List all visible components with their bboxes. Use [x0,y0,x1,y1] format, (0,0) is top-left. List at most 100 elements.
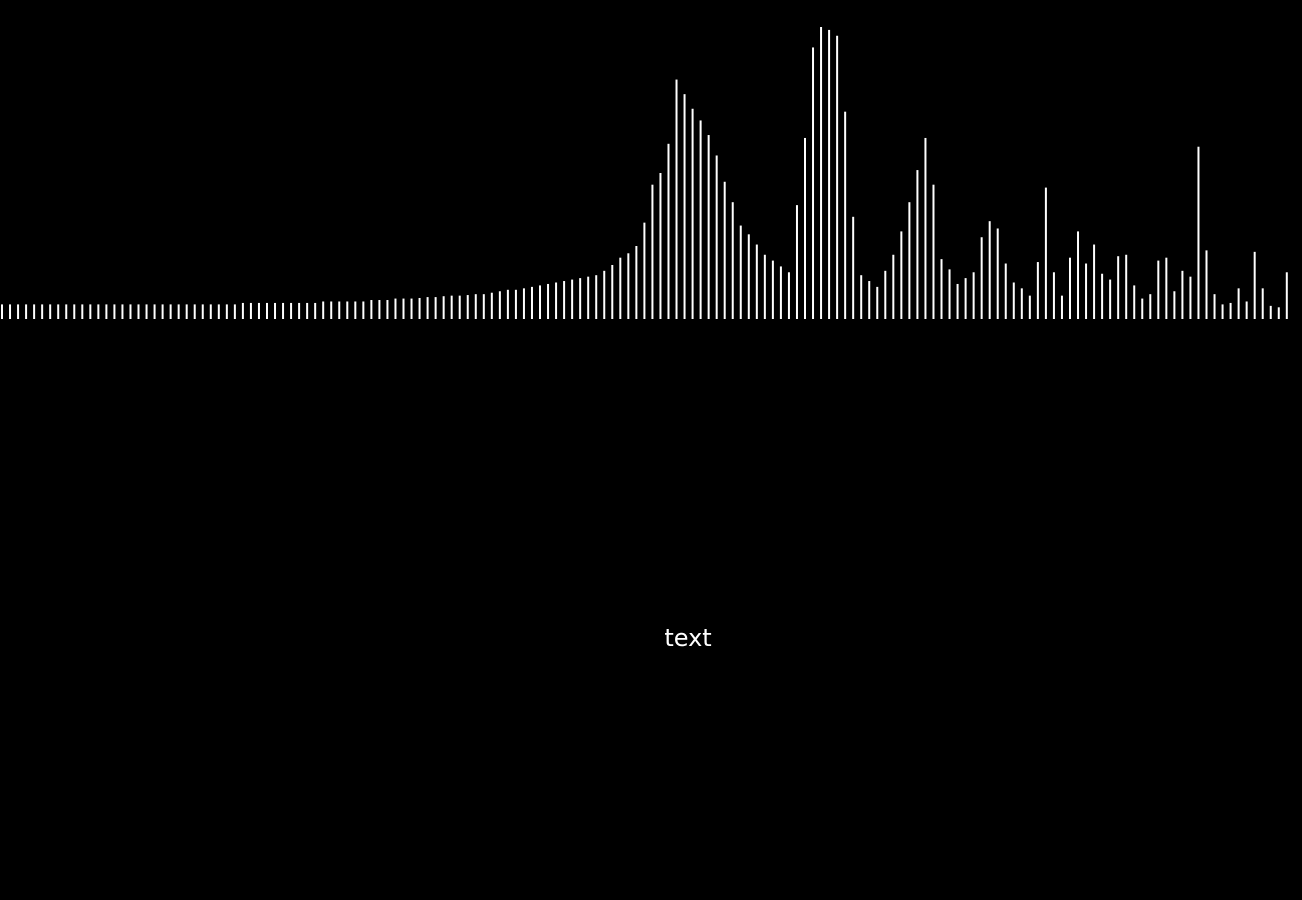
visualizer-bar [691,108,694,319]
visualizer-bar [1269,305,1272,319]
visualizer-bar [233,304,236,319]
visualizer-bar [33,304,36,319]
visualizer-bar [1157,260,1160,319]
visualizer-bar [1189,276,1192,319]
visualizer-bar [1277,307,1280,319]
visualizer-bar [539,285,542,319]
visualizer-bar [1004,263,1007,319]
visualizer-bar [298,302,301,319]
visualizer-bar [988,221,991,319]
visualizer-bar [394,298,397,319]
visualizer-bar [779,266,782,319]
visualizer-bar [458,295,461,319]
visualizer-bar [812,47,815,319]
visualizer-bar [145,304,148,319]
visualizer-bar [876,286,879,319]
caption-container: text [0,624,1302,652]
visualizer-bar [290,302,293,319]
visualizer-bar [619,257,622,319]
visualizer-bar [860,275,863,319]
visualizer-bar [370,300,373,319]
visualizer-bar [450,295,453,319]
visualizer-bar [932,184,935,319]
visualizer-bar [771,260,774,319]
visualizer-bar [17,304,20,319]
visualizer-bar [1012,282,1015,319]
visualizer-bar [282,302,285,319]
visualizer-bar [699,120,702,319]
visualizer-bar [603,270,606,319]
visualizer-bar [820,27,823,319]
visualizer-bar [1028,295,1031,319]
visualizer-bar [836,35,839,319]
visualizer-bar [1285,272,1288,319]
visualizer-bar [466,295,469,319]
visualizer-bar [844,111,847,320]
visualizer-bar [506,289,509,319]
visualizer-bar [1237,288,1240,319]
visualizer-bar [274,302,277,319]
visualizer-bar [209,304,212,319]
visualizer-bar [571,279,574,319]
visualizer-bar [1149,294,1152,319]
visualizer-bar [378,300,381,319]
visualizer-bar [563,281,566,319]
visualizer-bar [217,304,220,319]
visualizer-bar [755,244,758,319]
visualizer-bar [1117,256,1120,319]
visualizer-bar [1036,262,1039,319]
visualizer-bar [635,246,638,319]
visualizer-bar [996,228,999,319]
visualizer-bar [89,304,92,319]
visualizer-bar [1020,288,1023,319]
visualizer-bar [185,304,188,319]
visualizer-bar [1197,146,1200,319]
visualizer-bar [41,304,44,319]
visualizer-bar [795,205,798,319]
visualizer-bar [651,184,654,319]
visualizer-bar [9,304,12,319]
visualizer-bar [1221,304,1224,319]
visualizer-bar [1060,295,1063,319]
visualizer-bar [346,301,349,319]
visualizer-bar [73,304,76,319]
visualizer-bar [522,288,525,319]
visualizer-bar [828,29,831,319]
visualizer-bar [161,304,164,319]
visualizer-bar [659,173,662,319]
visualizer-bar [49,304,52,319]
visualizer-bar [362,301,365,319]
visualizer-bar [402,298,405,319]
visualizer-bar [892,254,895,319]
visualizer-bar [410,298,413,319]
caption-text: text [664,624,712,652]
visualizer-bar [587,276,590,319]
visualizer-bar [1245,301,1248,319]
visualizer-bar [1109,279,1112,319]
visualizer-bar [683,94,686,319]
visualizer-bar [547,283,550,319]
visualizer-bar [675,79,678,319]
visualizer-bar [956,283,959,319]
visualizer-bar [225,304,228,319]
visualizer-bar [1173,291,1176,319]
visualizer-bar [137,304,140,319]
visualizer-bar [1,304,3,319]
visualizer-bar [442,296,445,319]
visualizer-bar [555,282,558,319]
visualizer-bar [338,301,341,319]
visualizer-bar [1125,254,1128,319]
visualizer-bar [121,304,124,319]
visualizer-bar [964,278,967,319]
visualizer-bar [426,297,429,319]
visualizer-bar [763,254,766,319]
visualizer-bar [306,302,309,319]
visualizer-bar [1077,231,1080,319]
visualizer-bar [908,202,911,319]
audio-visualizer [1,27,1288,320]
visualizer-bar [579,278,582,319]
visualizer-bar [731,202,734,319]
visualizer-bar [1141,298,1144,319]
visualizer-bar [1261,288,1264,319]
